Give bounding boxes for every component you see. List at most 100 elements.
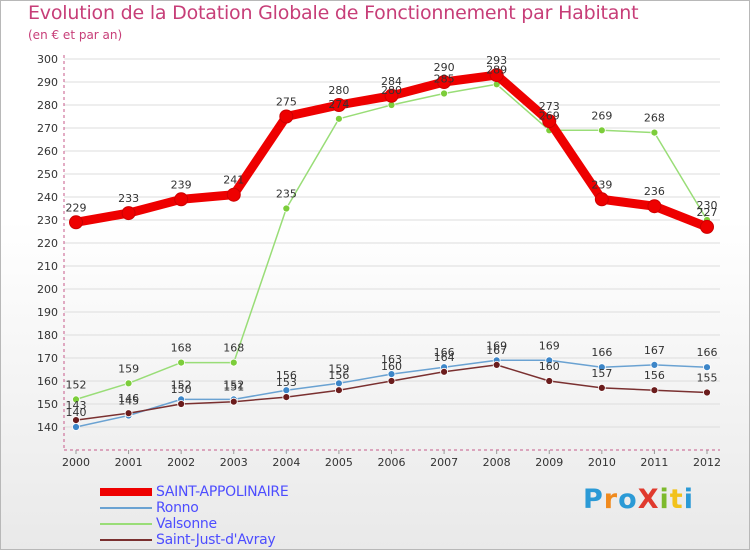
y-tick-label: 200 xyxy=(37,283,58,296)
data-point xyxy=(597,383,606,392)
data-label: 152 xyxy=(223,378,244,391)
legend-swatch-ronno xyxy=(100,507,152,509)
y-tick-label: 150 xyxy=(37,398,58,411)
logo-letter: r xyxy=(603,484,619,515)
data-label: 150 xyxy=(171,383,192,396)
data-label: 285 xyxy=(434,73,455,86)
y-tick-label: 190 xyxy=(37,306,58,319)
data-point xyxy=(177,400,186,408)
x-tick-label: 2003 xyxy=(220,456,248,469)
data-label: 273 xyxy=(539,100,560,113)
data-label: 163 xyxy=(381,353,402,366)
data-label: 241 xyxy=(223,174,244,187)
data-point xyxy=(703,363,711,372)
data-point xyxy=(229,358,238,367)
legend-label-saint-appolinaire: SAINT-APPOLINAIRE xyxy=(156,484,289,500)
legend: SAINT-APPOLINAIRE Ronno Valsonne Saint-J… xyxy=(100,484,340,548)
data-point xyxy=(384,88,399,103)
data-point xyxy=(440,89,448,98)
data-label: 280 xyxy=(381,84,402,97)
legend-item-saint-just-d-avray: Saint-Just-d'Avray xyxy=(100,532,340,548)
data-label: 156 xyxy=(328,369,349,382)
logo-letter: o xyxy=(618,484,638,515)
y-tick-label: 180 xyxy=(37,329,58,342)
legend-label-valsonne: Valsonne xyxy=(156,516,217,532)
data-label: 143 xyxy=(66,399,87,412)
x-tick-label: 2010 xyxy=(588,456,616,469)
data-label: 229 xyxy=(66,201,87,214)
logo-letter: i xyxy=(659,484,670,515)
data-point xyxy=(489,68,504,83)
data-label: 233 xyxy=(118,192,139,205)
data-point xyxy=(542,114,557,129)
y-tick-label: 170 xyxy=(37,352,58,365)
x-tick-label: 2007 xyxy=(430,456,458,469)
data-label: 159 xyxy=(118,362,139,375)
data-label: 156 xyxy=(276,369,297,382)
data-label: 160 xyxy=(539,360,560,373)
y-tick-label: 160 xyxy=(37,375,58,388)
legend-item-ronno: Ronno xyxy=(100,500,340,516)
data-point xyxy=(72,395,80,404)
data-point xyxy=(650,128,659,137)
legend-item-saint-appolinaire: SAINT-APPOLINAIRE xyxy=(100,484,340,500)
data-label: 293 xyxy=(486,54,507,67)
data-label: 157 xyxy=(591,367,612,380)
y-tick-label: 240 xyxy=(37,191,58,204)
data-point xyxy=(440,367,448,376)
x-tick-label: 2012 xyxy=(693,456,721,469)
data-point xyxy=(597,126,606,135)
x-tick-label: 2002 xyxy=(167,456,195,469)
data-point xyxy=(279,109,294,124)
data-label: 268 xyxy=(644,112,665,125)
data-point xyxy=(437,75,452,89)
data-label: 153 xyxy=(276,376,297,389)
data-label: 275 xyxy=(276,96,297,109)
data-point xyxy=(387,377,396,385)
logo-letter: X xyxy=(637,484,660,515)
data-label: 156 xyxy=(644,369,665,382)
data-label: 169 xyxy=(486,339,507,352)
x-tick-label: 2004 xyxy=(272,456,300,469)
logo-letter: i xyxy=(683,484,694,515)
x-tick-label: 2011 xyxy=(640,456,668,469)
data-label: 269 xyxy=(591,109,612,122)
data-label: 151 xyxy=(223,381,244,394)
legend-label-ronno: Ronno xyxy=(156,500,199,516)
x-tick-label: 2006 xyxy=(378,456,406,469)
data-label: 239 xyxy=(591,178,612,191)
data-point xyxy=(335,386,343,395)
data-point xyxy=(124,409,133,418)
data-point xyxy=(594,192,609,207)
legend-label-saint-just-d-avray: Saint-Just-d'Avray xyxy=(156,532,276,548)
data-point xyxy=(72,416,80,425)
data-label: 274 xyxy=(328,98,349,111)
x-tick-label: 2001 xyxy=(115,456,143,469)
data-label: 152 xyxy=(66,378,87,391)
x-tick-label: 2005 xyxy=(325,456,353,469)
data-label: 140 xyxy=(66,406,87,419)
data-label: 166 xyxy=(434,346,455,359)
y-tick-label: 260 xyxy=(37,145,58,158)
data-point xyxy=(650,360,659,369)
x-tick-label: 2000 xyxy=(62,456,90,469)
data-point xyxy=(72,423,80,431)
y-tick-label: 270 xyxy=(37,122,58,135)
data-point xyxy=(177,358,186,367)
data-point xyxy=(282,204,291,213)
data-point xyxy=(335,114,343,123)
data-point xyxy=(331,98,346,112)
proxiti-logo: ProXiti xyxy=(583,484,694,515)
data-label: 289 xyxy=(486,63,507,76)
data-label: 227 xyxy=(697,206,718,219)
data-label: 164 xyxy=(434,351,455,364)
data-label: 168 xyxy=(171,342,192,355)
data-point xyxy=(174,192,189,207)
data-label: 167 xyxy=(486,344,507,357)
legend-swatch-valsonne xyxy=(100,523,152,525)
data-point xyxy=(597,363,606,372)
data-point xyxy=(492,360,501,369)
data-label: 235 xyxy=(276,188,297,201)
logo-letter: P xyxy=(583,484,604,515)
